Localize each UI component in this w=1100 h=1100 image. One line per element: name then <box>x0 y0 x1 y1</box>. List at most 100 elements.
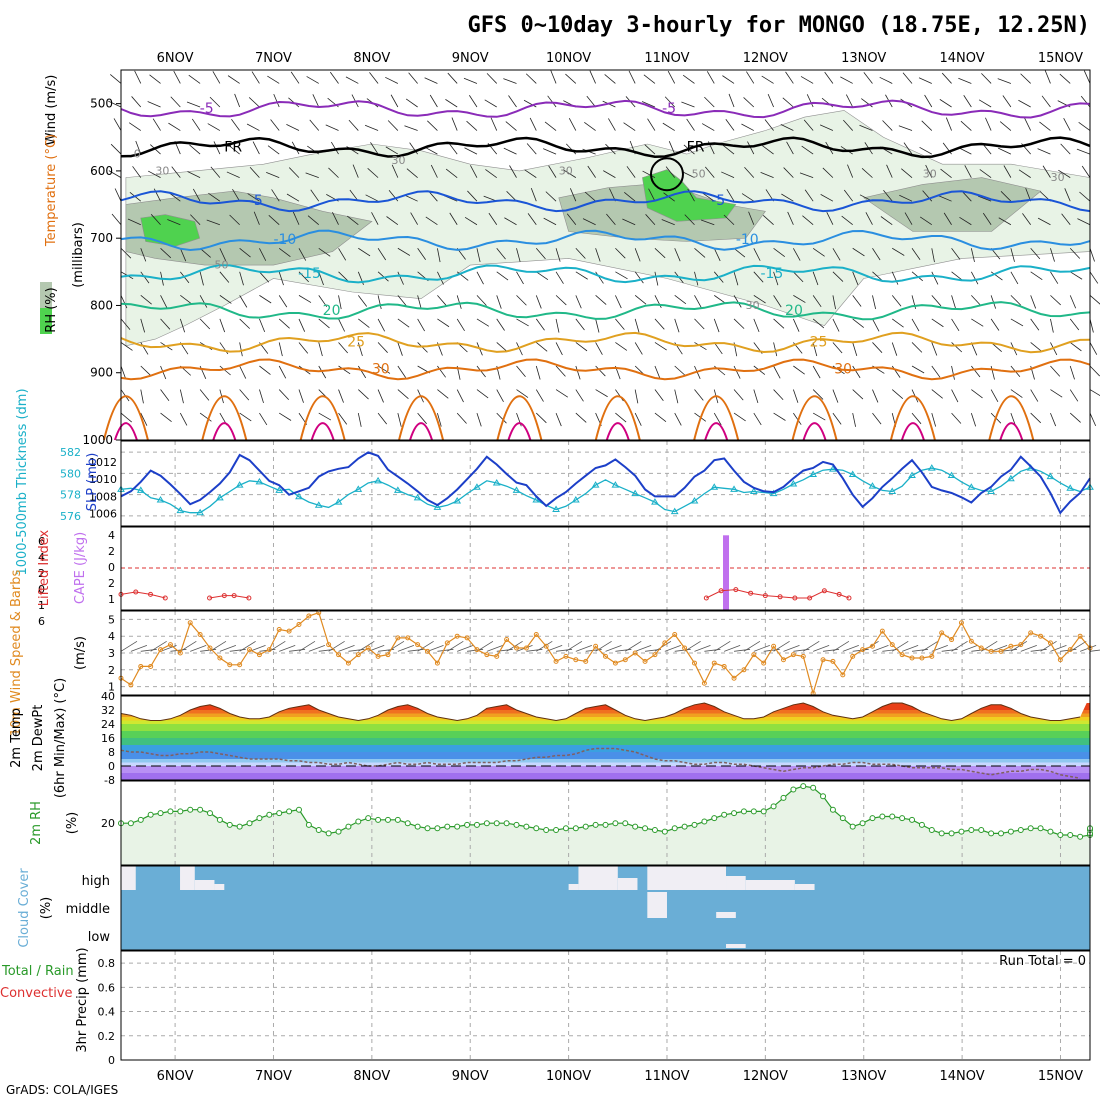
wind-barb <box>239 389 250 401</box>
wind-barb <box>582 218 596 226</box>
wind-barb <box>127 218 141 226</box>
wind-barb <box>468 95 478 108</box>
rh2m-point <box>365 815 372 822</box>
wind-barb <box>120 412 132 423</box>
wind-barb <box>490 117 498 131</box>
wind-barb <box>496 271 509 281</box>
isotherm-line <box>120 301 1091 321</box>
wind-barb <box>278 342 283 357</box>
wind-barb <box>664 96 676 108</box>
wind-barb <box>1030 271 1043 280</box>
wind-barb <box>278 318 290 329</box>
thickness-point <box>591 481 600 488</box>
wind-barb <box>347 215 359 226</box>
wind-barb <box>397 271 404 285</box>
rh2m-point <box>632 823 639 830</box>
wind-barb <box>722 75 735 84</box>
wind-speed-point <box>247 647 253 653</box>
wind-tick-label: 3 <box>108 647 115 660</box>
pressure-tick-label: 800 <box>90 298 113 312</box>
wind-barb <box>249 166 260 178</box>
wind-barb <box>812 247 825 257</box>
wind-barb <box>496 412 507 424</box>
bottom-date-label: 15NOV <box>1038 1069 1083 1084</box>
wind-barb <box>239 318 251 329</box>
thickness-point <box>908 471 916 479</box>
surface-temp-arc-hot <box>212 422 237 441</box>
surface-temp-arc <box>791 395 838 441</box>
wind-barb <box>128 122 141 131</box>
wind-barb <box>615 318 625 330</box>
wind-barb <box>338 342 349 354</box>
wind-speed-point <box>345 660 351 666</box>
surface-wind-barb <box>318 648 335 652</box>
surface-wind-barb <box>289 648 306 652</box>
wind-barb <box>338 318 346 332</box>
temp-color-band <box>121 731 1090 738</box>
cloud-clear-patch <box>647 866 727 890</box>
wind-barb <box>904 212 913 225</box>
wind-barb <box>338 295 342 310</box>
wind-barb <box>1069 247 1081 259</box>
wind-barb <box>160 389 170 401</box>
slp-tick-label: 1008 <box>89 490 117 503</box>
thickness-point <box>176 506 185 514</box>
wind-barb <box>951 248 961 260</box>
surface-wind-barb <box>407 648 424 652</box>
thickness-point <box>235 481 244 488</box>
wind-barb <box>892 318 904 328</box>
rh2m-point <box>760 808 767 815</box>
wind-barb <box>131 96 142 108</box>
wind-barb <box>430 164 438 178</box>
rh2m-point <box>829 806 836 813</box>
wind-barb <box>270 119 280 131</box>
wind-barb <box>951 365 955 380</box>
wind-barb <box>259 295 272 304</box>
wind-barb <box>963 95 972 108</box>
thickness-point <box>710 483 719 490</box>
wind-barb <box>764 119 774 131</box>
wind-barb <box>427 120 438 131</box>
wind-barb <box>209 96 221 108</box>
surface-wind-barb <box>1030 648 1047 652</box>
wind-barb <box>140 389 144 404</box>
rh2m-point <box>1047 828 1054 835</box>
rh2m-point <box>256 815 263 822</box>
wind-barb <box>977 195 992 202</box>
rh2m-point <box>681 823 688 830</box>
wind-tick-label: 5 <box>108 613 115 626</box>
wind-barb <box>168 192 181 202</box>
thickness-point <box>868 482 877 489</box>
rh2m-point <box>651 826 658 833</box>
wind-barb <box>654 318 665 330</box>
wind-barb <box>252 141 260 155</box>
wind-barb <box>140 412 148 426</box>
surface-wind-barb <box>219 644 237 652</box>
wind-barb <box>741 193 755 202</box>
wind-barb <box>674 412 682 426</box>
wind-barb <box>722 144 735 155</box>
thickness-point <box>473 483 481 490</box>
cape-bar <box>723 535 730 610</box>
rh2m-point <box>533 825 540 832</box>
wind-barb <box>219 342 229 355</box>
wind-barb <box>575 365 581 380</box>
wind-barb <box>624 192 636 202</box>
wind-barb <box>931 248 935 263</box>
wind-barb <box>466 120 478 131</box>
wind-speed-point <box>879 628 885 634</box>
wind-speed-point <box>256 652 262 658</box>
surface-wind-barb <box>714 640 731 652</box>
surface-wind-barb <box>1010 640 1028 652</box>
surface-wind-barb <box>556 648 573 652</box>
wind-barb <box>565 73 577 84</box>
lifted-tick-label: 0 <box>38 583 45 596</box>
surface-wind-barb <box>140 648 157 652</box>
wind-barb <box>232 188 240 202</box>
wind-barb <box>642 170 656 178</box>
wind-barb <box>824 71 834 84</box>
surface-temp-arc <box>299 395 346 441</box>
rh2m-point <box>473 821 480 828</box>
rh2m-point <box>157 810 164 817</box>
wind-speed-point <box>761 660 767 666</box>
